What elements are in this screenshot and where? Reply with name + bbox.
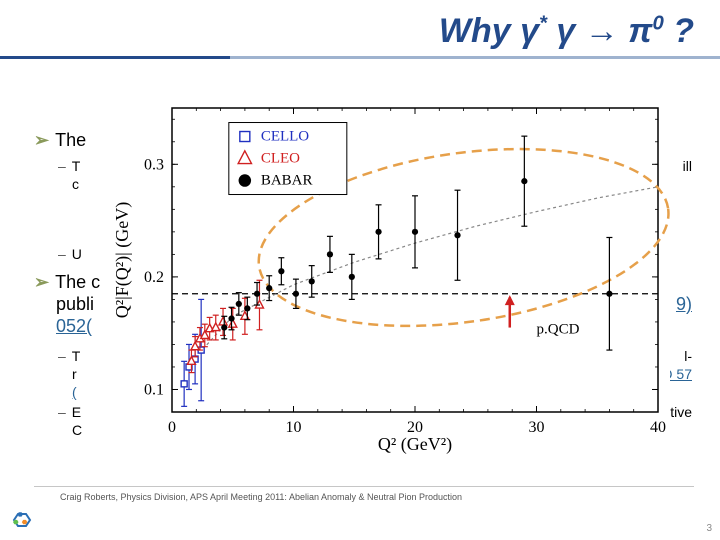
sub-bullet-3a-line2-left: r bbox=[72, 366, 77, 382]
sub-bullet-3a-line3-text: ( bbox=[72, 384, 77, 400]
sub-bullet-1a-right: ill bbox=[683, 158, 692, 174]
sub-bullet-3a-text: T bbox=[72, 348, 81, 364]
bullet-2: ➢ The c bbox=[34, 272, 100, 293]
svg-text:40: 40 bbox=[650, 419, 666, 436]
sub-bullet-1b: –U bbox=[58, 246, 82, 262]
svg-text:Q² (GeV²): Q² (GeV²) bbox=[378, 434, 452, 455]
bullet-1-text: The bbox=[55, 130, 86, 150]
dash-icon: – bbox=[58, 348, 66, 364]
footer-divider bbox=[34, 486, 694, 487]
bullet-2-line3[interactable]: 052( bbox=[56, 316, 92, 337]
svg-text:CLEO: CLEO bbox=[261, 151, 300, 167]
svg-text:Q²|F(Q²)| (GeV): Q²|F(Q²)| (GeV) bbox=[112, 202, 133, 318]
bullet-2-line2-right[interactable]: 9) bbox=[676, 294, 692, 315]
sub-bullet-3b-right: tive bbox=[670, 404, 692, 420]
slide-title: Why γ* γ → π0 ? bbox=[439, 12, 694, 51]
bullet-2-line2-text: publi bbox=[56, 294, 94, 314]
bullet-arrow-icon: ➢ bbox=[34, 272, 49, 292]
sub-bullet-3b-right-text: tive bbox=[670, 404, 692, 420]
svg-text:10: 10 bbox=[286, 419, 302, 436]
sub-bullet-1a-text: T bbox=[72, 158, 81, 174]
sub-bullet-3b-line2-text: C bbox=[72, 422, 82, 438]
bullet-1: ➢ The bbox=[34, 130, 86, 151]
sub-bullet-3a-right-text: l- bbox=[684, 348, 692, 364]
title-underline-accent bbox=[0, 56, 230, 59]
sub-bullet-3a-right: l- bbox=[684, 348, 692, 364]
bullet-arrow-icon: ➢ bbox=[34, 130, 49, 150]
svg-text:0: 0 bbox=[168, 419, 176, 436]
sub-bullet-3a: –T bbox=[58, 348, 80, 364]
svg-text:p.QCD: p.QCD bbox=[537, 322, 580, 338]
dash-icon: – bbox=[58, 158, 66, 174]
svg-text:0.3: 0.3 bbox=[144, 156, 164, 173]
title-bar: Why γ* γ → π0 ? bbox=[0, 12, 720, 59]
sub-bullet-3a-line3[interactable]: ( bbox=[72, 384, 77, 400]
svg-text:BABAR: BABAR bbox=[261, 173, 313, 189]
svg-text:0.2: 0.2 bbox=[144, 269, 164, 286]
form-factor-chart: 0102030400.10.20.3Q² (GeV²)Q²|F(Q²)| (Ge… bbox=[110, 98, 670, 458]
sub-bullet-1a: –T bbox=[58, 158, 80, 174]
sub-bullet-3a-line2-left-text: r bbox=[72, 366, 77, 382]
sub-bullet-3b-text: E bbox=[72, 404, 81, 420]
sub-bullet-3b-line2: C bbox=[72, 422, 82, 438]
footer-citation: Craig Roberts, Physics Division, APS Apr… bbox=[60, 492, 462, 502]
svg-text:30: 30 bbox=[529, 419, 545, 436]
bullet-2-line2: publi bbox=[56, 294, 94, 315]
svg-text:CELLO: CELLO bbox=[261, 129, 309, 145]
sub-bullet-1b-text: U bbox=[72, 246, 82, 262]
bullet-2-line2-right-text: 9) bbox=[676, 294, 692, 314]
sub-bullet-3b: –E bbox=[58, 404, 81, 420]
bullet-2-line3-text: 052( bbox=[56, 316, 92, 336]
sub-bullet-1a-right-text: ill bbox=[683, 158, 692, 174]
svg-text:0.1: 0.1 bbox=[144, 381, 164, 398]
chart-svg: 0102030400.10.20.3Q² (GeV²)Q²|F(Q²)| (Ge… bbox=[110, 98, 670, 458]
page-number: 3 bbox=[706, 523, 712, 534]
sub-bullet-1a-cont: c bbox=[72, 176, 79, 192]
bullet-2-text: The c bbox=[55, 272, 100, 292]
sub-bullet-1a-cont-text: c bbox=[72, 176, 79, 192]
dash-icon: – bbox=[58, 246, 66, 262]
dash-icon: – bbox=[58, 404, 66, 420]
tri-hex-logo-icon bbox=[10, 510, 34, 534]
